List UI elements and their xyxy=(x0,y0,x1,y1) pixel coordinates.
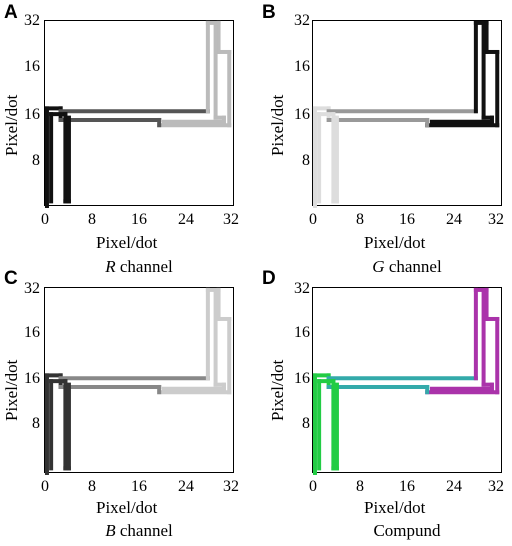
x-tick-label: 0 xyxy=(41,478,49,495)
caption-italic: R xyxy=(105,257,116,276)
x-tick-label: 0 xyxy=(41,211,49,228)
x-tick-label: 8 xyxy=(88,478,96,495)
y-tick-label: 8 xyxy=(32,152,40,169)
panel-caption: R channel xyxy=(44,257,234,277)
caption-italic: G xyxy=(372,257,385,276)
panel-letter: B xyxy=(262,2,276,23)
y-tick-label: 8 xyxy=(32,415,40,432)
signal-trace xyxy=(312,20,500,208)
y-tick-label: 32 xyxy=(294,280,310,297)
x-tick-label: 16 xyxy=(399,211,415,228)
y-axis-label: Pixel/dot xyxy=(2,94,21,156)
signal-trace xyxy=(312,287,500,475)
x-tick-label: 32 xyxy=(488,211,504,228)
y-axis-label: Pixel/dot xyxy=(268,94,287,156)
y-tick-label: 16 xyxy=(24,324,40,341)
x-tick-label: 24 xyxy=(446,211,462,228)
x-tick-label: 24 xyxy=(178,211,194,228)
x-axis-label: Pixel/dot xyxy=(364,233,426,252)
x-axis-label: Pixel/dot xyxy=(96,498,158,517)
x-tick-label: 8 xyxy=(356,478,364,495)
panel-caption: G channel xyxy=(312,257,502,277)
y-tick-label: 32 xyxy=(24,280,40,297)
panel-letter: A xyxy=(4,2,18,23)
y-tick-label: 16 xyxy=(294,324,310,341)
x-tick-label: 24 xyxy=(446,478,462,495)
y-axis-label: Pixel/dot xyxy=(2,359,21,421)
x-tick-label: 16 xyxy=(131,211,147,228)
y-tick-label: 16 xyxy=(294,58,310,75)
caption-rest: channel xyxy=(384,257,442,276)
y-tick-label: 8 xyxy=(302,152,310,169)
signal-trace xyxy=(44,20,232,208)
signal-trace xyxy=(44,287,232,475)
x-tick-label: 0 xyxy=(309,211,317,228)
y-axis-label: Pixel/dot xyxy=(268,359,287,421)
x-axis-label: Pixel/dot xyxy=(96,233,158,252)
x-tick-label: 0 xyxy=(309,478,317,495)
x-tick-label: 16 xyxy=(131,478,147,495)
caption-italic: B xyxy=(105,521,116,540)
caption-rest: channel xyxy=(115,521,173,540)
x-tick-label: 32 xyxy=(223,478,239,495)
x-tick-label: 16 xyxy=(399,478,415,495)
x-axis-label: Pixel/dot xyxy=(364,498,426,517)
panel-caption: Compund xyxy=(312,521,502,541)
caption-rest: Compund xyxy=(373,521,441,540)
caption-rest: channel xyxy=(115,257,173,276)
x-tick-label: 32 xyxy=(223,211,239,228)
x-tick-label: 24 xyxy=(178,478,194,495)
y-tick-label: 16 xyxy=(294,106,310,123)
y-tick-label: 16 xyxy=(24,106,40,123)
y-tick-label: 32 xyxy=(24,12,40,29)
panel-letter: C xyxy=(4,268,18,289)
y-tick-label: 32 xyxy=(294,12,310,29)
y-tick-label: 16 xyxy=(24,370,40,387)
x-tick-label: 8 xyxy=(88,211,96,228)
y-tick-label: 16 xyxy=(294,370,310,387)
y-tick-label: 16 xyxy=(24,58,40,75)
y-tick-label: 8 xyxy=(302,415,310,432)
panel-caption: B channel xyxy=(44,521,234,541)
x-tick-label: 8 xyxy=(356,211,364,228)
x-tick-label: 32 xyxy=(488,478,504,495)
panel-letter: D xyxy=(262,268,276,289)
